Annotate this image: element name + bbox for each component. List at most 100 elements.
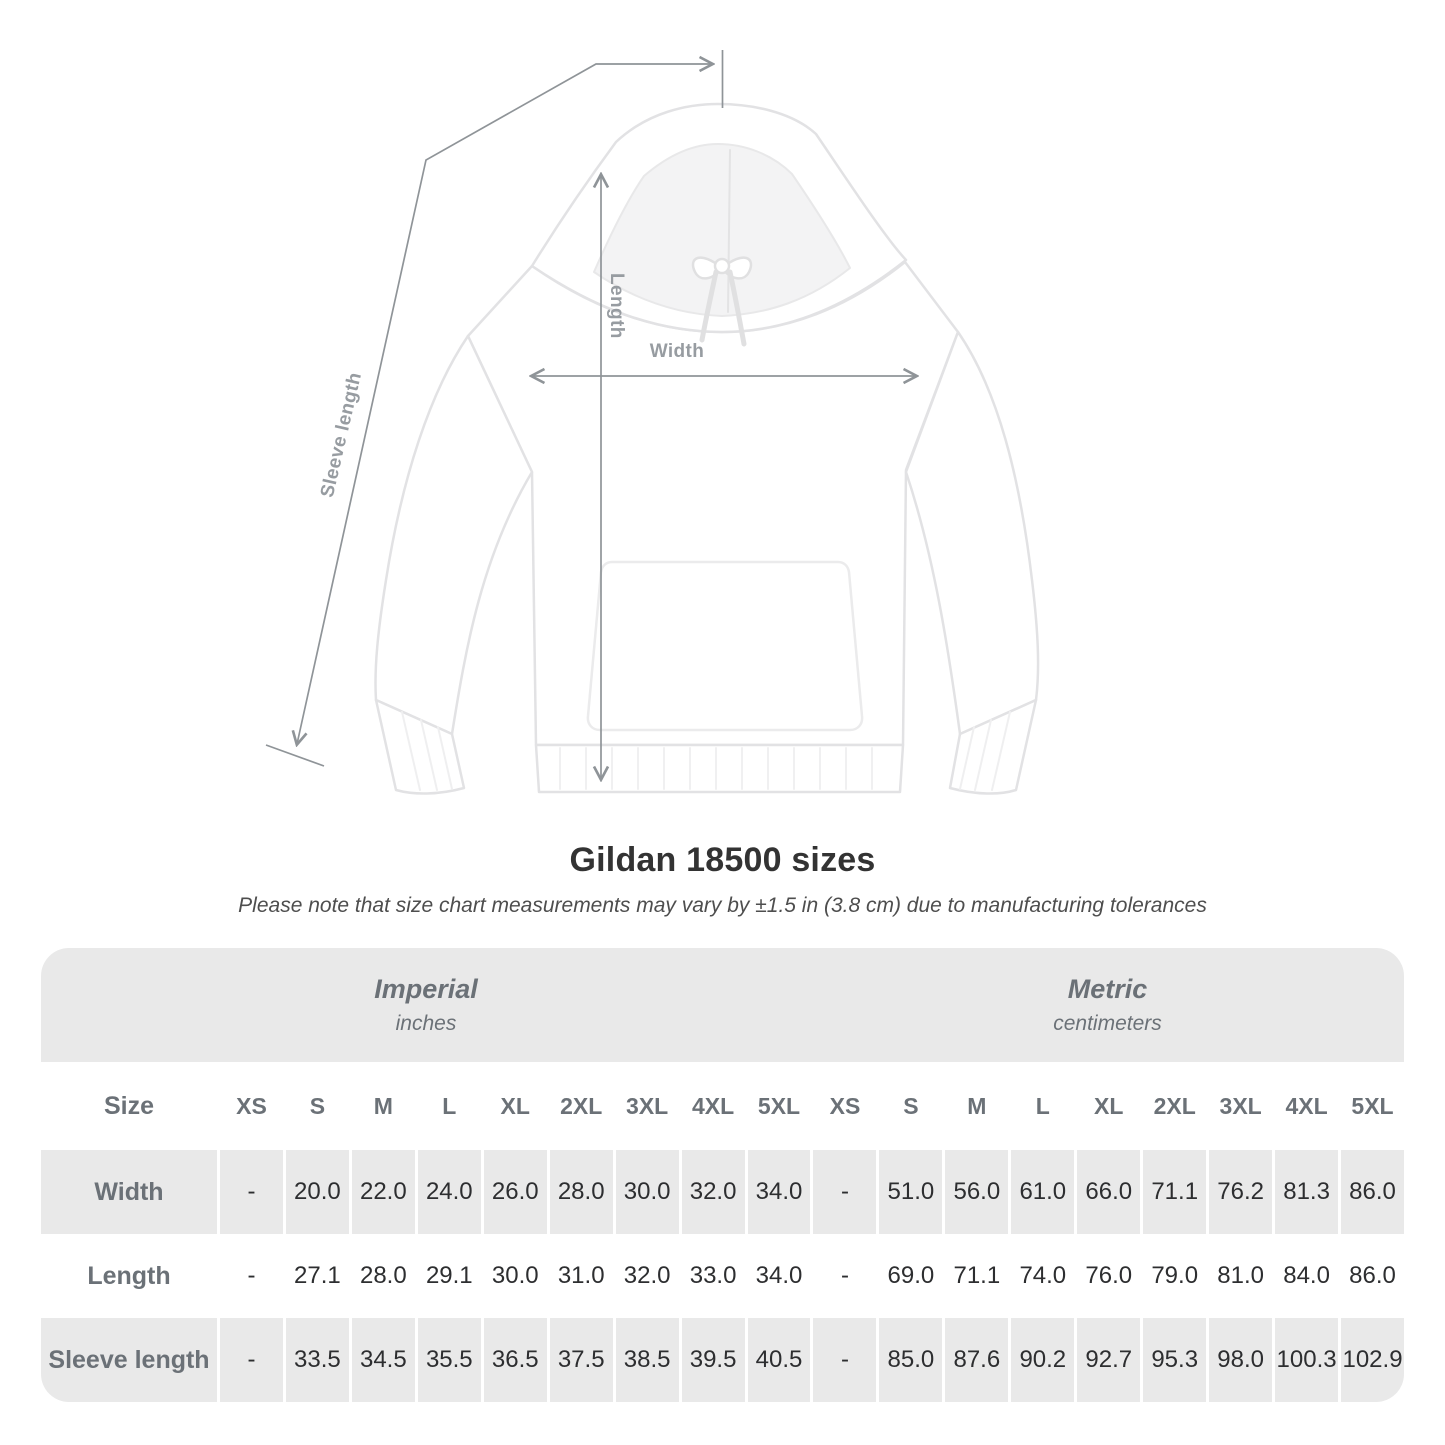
- imperial-group-unit: inches: [395, 1012, 457, 1035]
- value-cell: 32.0: [612, 1234, 679, 1318]
- right-cuff-ribbing: [959, 711, 1011, 791]
- metric-group-header: Metric centimeters: [811, 948, 1404, 1062]
- value-cell: 102.9: [1338, 1318, 1404, 1402]
- value-cell: 56.0: [942, 1150, 1008, 1234]
- width-measure-label: Width: [649, 341, 705, 362]
- sleeve-length-arrow: [297, 64, 712, 744]
- value-cell: -: [810, 1150, 876, 1234]
- value-cell: 33.5: [282, 1318, 349, 1402]
- unit-group-header-band: Imperial inches Metric centimeters: [41, 948, 1404, 1062]
- length-measure-label: Length: [606, 273, 627, 339]
- size-header-cell: 5XL: [1338, 1062, 1404, 1150]
- sleeve-length-row: Sleeve length - 33.5 34.5 35.5 36.5 37.5…: [41, 1318, 1404, 1402]
- value-cell: 90.2: [1008, 1318, 1074, 1402]
- size-header-cell: XL: [480, 1062, 547, 1150]
- value-cell: -: [217, 1150, 283, 1234]
- length-row: Length - 27.1 28.0 29.1 30.0 31.0 32.0 3…: [41, 1234, 1404, 1318]
- page-title: Gildan 18500 sizes: [569, 841, 876, 879]
- value-cell: 71.1: [1140, 1150, 1206, 1234]
- value-cell: 30.0: [612, 1150, 679, 1234]
- value-cell: 32.0: [678, 1150, 745, 1234]
- value-cell: 28.0: [546, 1150, 613, 1234]
- measurement-arrows: [265, 50, 916, 779]
- value-cell: 98.0: [1206, 1318, 1272, 1402]
- value-cell: 74.0: [1008, 1234, 1074, 1318]
- size-header-cell: 2XL: [1140, 1062, 1206, 1150]
- value-cell: 61.0: [1008, 1150, 1074, 1234]
- value-cell: -: [217, 1318, 283, 1402]
- value-cell: 29.1: [414, 1234, 481, 1318]
- value-cell: 24.0: [414, 1150, 481, 1234]
- value-cell: 31.0: [546, 1234, 613, 1318]
- value-cell: 34.0: [744, 1234, 811, 1318]
- value-cell: 100.3: [1272, 1318, 1338, 1402]
- hoodie-garment: [374, 102, 1040, 795]
- value-cell: 35.5: [414, 1318, 481, 1402]
- value-cell: 33.0: [678, 1234, 745, 1318]
- value-cell: 28.0: [348, 1234, 415, 1318]
- size-header-cell: 4XL: [1272, 1062, 1338, 1150]
- value-cell: 37.5: [546, 1318, 613, 1402]
- value-cell: 36.5: [480, 1318, 547, 1402]
- value-cell: 30.0: [480, 1234, 547, 1318]
- size-header-cell: L: [1008, 1062, 1074, 1150]
- size-header-cell: 3XL: [612, 1062, 679, 1150]
- hoodie-hem-band: [534, 743, 905, 794]
- value-cell: -: [217, 1234, 283, 1318]
- value-cell: 26.0: [480, 1150, 547, 1234]
- value-cell: 84.0: [1272, 1234, 1338, 1318]
- value-cell: 86.0: [1338, 1234, 1404, 1318]
- value-cell: 34.5: [348, 1318, 415, 1402]
- imperial-group-header: Imperial inches: [41, 948, 811, 1062]
- value-cell: 81.3: [1272, 1150, 1338, 1234]
- size-header-cell: M: [942, 1062, 1008, 1150]
- size-header-cell: 2XL: [546, 1062, 613, 1150]
- size-header-cell: S: [876, 1062, 942, 1150]
- size-column-header: Size: [103, 1091, 155, 1120]
- value-cell: 38.5: [612, 1318, 679, 1402]
- size-header-cell: M: [348, 1062, 415, 1150]
- value-cell: -: [810, 1318, 876, 1402]
- value-cell: 39.5: [678, 1318, 745, 1402]
- sleeve-length-start-tick: [265, 744, 325, 767]
- size-header-cell: L: [414, 1062, 481, 1150]
- value-cell: -: [810, 1234, 876, 1318]
- imperial-group-label: Imperial: [374, 974, 478, 1004]
- hoodie-right-cuff: [948, 698, 1038, 795]
- metric-group-label: Metric: [1067, 974, 1148, 1004]
- size-chart-table: Imperial inches Metric centimeters Size …: [41, 948, 1404, 1402]
- width-row: Width - 20.0 22.0 24.0 26.0 28.0 30.0 32…: [41, 1150, 1404, 1234]
- hem-ribbing: [559, 747, 873, 790]
- value-cell: 69.0: [876, 1234, 942, 1318]
- value-cell: 66.0: [1074, 1150, 1140, 1234]
- value-cell: 81.0: [1206, 1234, 1272, 1318]
- value-cell: 87.6: [942, 1318, 1008, 1402]
- hoodie-right-sleeve: [904, 330, 1040, 736]
- value-cell: 85.0: [876, 1318, 942, 1402]
- size-header-cell: S: [282, 1062, 349, 1150]
- row-label: Length: [87, 1261, 171, 1290]
- size-header-cell: XL: [1074, 1062, 1140, 1150]
- hoodie-measurement-diagram: Length Width Sleeve length: [265, 50, 1040, 795]
- kangaroo-pocket: [586, 560, 864, 732]
- size-header-cell: 5XL: [744, 1062, 811, 1150]
- value-cell: 27.1: [282, 1234, 349, 1318]
- value-cell: 22.0: [348, 1150, 415, 1234]
- value-cell: 51.0: [876, 1150, 942, 1234]
- value-cell: 76.0: [1074, 1234, 1140, 1318]
- value-cell: 71.1: [942, 1234, 1008, 1318]
- value-cell: 20.0: [282, 1150, 349, 1234]
- value-cell: 34.0: [744, 1150, 811, 1234]
- tolerance-note: Please note that size chart measurements…: [238, 894, 1207, 917]
- metric-group-unit: centimeters: [1053, 1012, 1162, 1035]
- value-cell: 76.2: [1206, 1150, 1272, 1234]
- row-label: Width: [94, 1177, 164, 1206]
- row-label: Sleeve length: [48, 1345, 210, 1374]
- hood-center-seam: [727, 149, 731, 313]
- value-cell: 40.5: [744, 1318, 811, 1402]
- value-cell: 95.3: [1140, 1318, 1206, 1402]
- value-cell: 86.0: [1338, 1150, 1404, 1234]
- size-header-row: Size XS S M L XL 2XL 3XL 4XL 5XL XS S M …: [41, 1062, 1404, 1150]
- size-header-cell: 4XL: [678, 1062, 745, 1150]
- size-header-cell: XS: [810, 1062, 876, 1150]
